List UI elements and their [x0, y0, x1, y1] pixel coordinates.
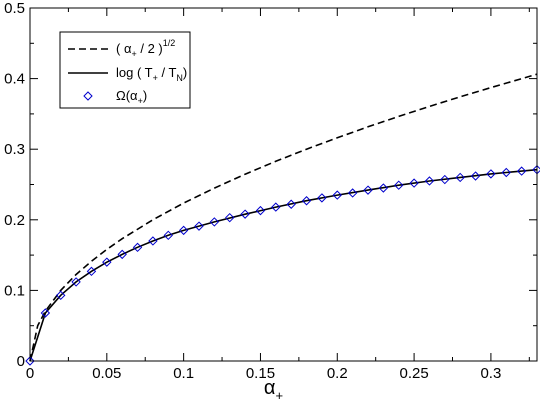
omega-point — [209, 217, 220, 227]
omega-point — [271, 202, 281, 212]
omega-point — [516, 166, 527, 176]
omega-point — [25, 356, 35, 366]
x-tick-label: 0.05 — [92, 365, 121, 382]
omega-point — [332, 190, 342, 200]
omega-point — [455, 172, 465, 183]
omega-point — [409, 178, 419, 188]
omega-point — [148, 236, 158, 246]
omega-point — [178, 225, 189, 236]
y-tick-label: 0.3 — [4, 141, 25, 158]
y-tick-label: 0.5 — [4, 0, 25, 17]
x-tick-label: 0.2 — [327, 365, 348, 382]
sqrt-curve — [29, 73, 538, 362]
omega-point — [286, 199, 296, 209]
log-curve — [29, 168, 538, 362]
y-tick-label: 0.1 — [4, 282, 25, 299]
omega-point — [225, 212, 235, 223]
legend-diamond-marker — [83, 91, 93, 101]
x-tick-label: 0.15 — [246, 365, 275, 382]
omega-point — [56, 290, 66, 301]
omega-point — [347, 188, 358, 198]
legend-entry: ( α+ / 2 )1/2 — [116, 38, 175, 59]
omega-point — [486, 169, 496, 179]
omega-point — [71, 277, 81, 287]
series-layer — [25, 73, 540, 366]
omega-point — [102, 257, 112, 267]
omega-point — [40, 308, 51, 318]
omega-point — [424, 176, 435, 186]
y-axis-ticks: 0 0.1 0.2 0.3 0.4 0.5 — [4, 0, 537, 370]
omega-point — [301, 196, 312, 206]
x-axis-title-sub: + — [275, 388, 283, 403]
omega-point — [378, 183, 389, 193]
x-tick-label: 0.1 — [173, 365, 194, 382]
legend-entry: log ( T+ / TN) — [116, 65, 187, 83]
omega-point — [470, 171, 481, 181]
omega-point — [86, 266, 97, 277]
omega-point — [255, 205, 266, 216]
plot-frame — [29, 7, 538, 362]
legend-entry: Ω(α+) — [116, 88, 147, 106]
x-axis-ticks: 0 0.05 0.1 0.15 0.2 0.25 0.3 — [26, 8, 530, 382]
y-tick-label: 0.2 — [4, 212, 25, 229]
omega-point — [501, 167, 511, 178]
legend: ( α+ / 2 )1/2 log ( T+ / TN) Ω(α+) — [59, 31, 191, 109]
y-tick-label: 0 — [17, 353, 25, 370]
legend-box — [59, 31, 191, 109]
x-tick-label: 0 — [26, 365, 34, 382]
x-axis-title-main: α — [264, 377, 276, 399]
y-tick-label: 0.4 — [4, 71, 25, 88]
omega-point — [117, 249, 127, 260]
omega-point — [394, 180, 404, 190]
x-tick-label: 0.25 — [399, 365, 428, 382]
omega-point — [194, 221, 204, 231]
x-axis-title: α+ — [264, 377, 283, 403]
x-tick-label: 0.3 — [480, 365, 501, 382]
omega-point — [317, 193, 327, 203]
omega-point — [132, 242, 143, 253]
omega-point — [363, 185, 373, 195]
omega-point — [240, 209, 250, 219]
omega-point — [440, 174, 450, 185]
omega-point — [163, 230, 173, 241]
